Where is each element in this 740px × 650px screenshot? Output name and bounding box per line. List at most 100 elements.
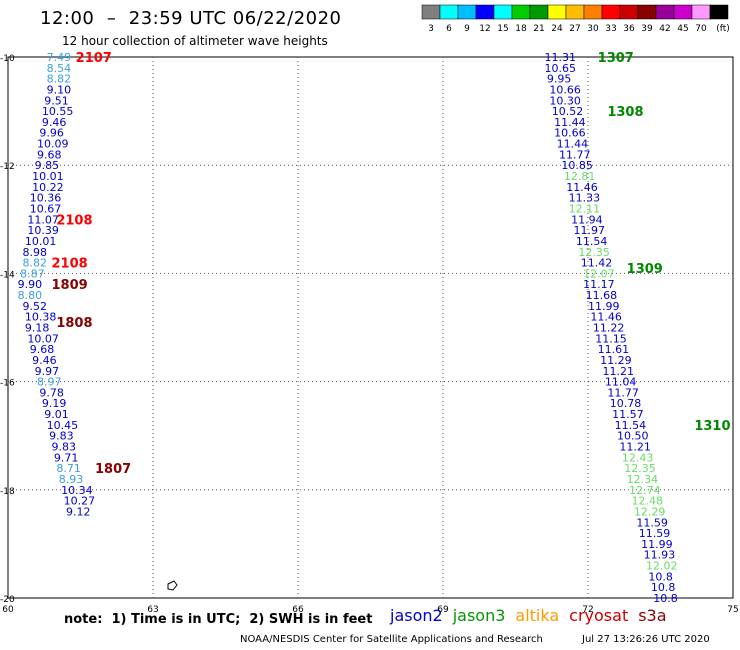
swh-value-east: 11.61 bbox=[598, 343, 630, 356]
x-tick-label: 66 bbox=[292, 605, 304, 615]
island-outline bbox=[167, 580, 178, 591]
swh-value-east: 10.30 bbox=[549, 94, 581, 107]
swh-value-west: 8.82 bbox=[47, 73, 72, 86]
colorbar-label: 42 bbox=[659, 24, 670, 34]
colorbar-label: 33 bbox=[605, 24, 616, 34]
swh-value-east: 11.17 bbox=[583, 278, 615, 291]
swh-value-east: 11.22 bbox=[593, 322, 625, 335]
colorbar-swatch bbox=[565, 4, 585, 20]
swh-value-west: 10.39 bbox=[27, 224, 59, 237]
y-tick-label: -10 bbox=[0, 54, 15, 64]
swh-value-east: 11.99 bbox=[588, 300, 620, 313]
swh-value-west: 9.83 bbox=[49, 430, 73, 443]
swh-value-east: 11.33 bbox=[569, 192, 601, 205]
swh-value-west: 10.09 bbox=[37, 138, 69, 151]
colorbar-swatch bbox=[493, 4, 513, 20]
swh-value-east: 12.35 bbox=[624, 462, 656, 475]
swh-value-west: 8.82 bbox=[23, 257, 48, 270]
swh-value-east: 11.31 bbox=[545, 51, 577, 64]
swh-value-west: 8.80 bbox=[18, 289, 42, 302]
swh-value-east: 12.29 bbox=[634, 505, 666, 518]
swh-value-west: 9.12 bbox=[66, 505, 91, 518]
swh-value-west: 10.34 bbox=[61, 484, 93, 497]
colorbar-swatch bbox=[547, 4, 567, 20]
pass-time-label: 1809 bbox=[52, 278, 88, 293]
swh-value-west: 9.68 bbox=[37, 148, 62, 161]
pass-time-label: 1307 bbox=[598, 51, 634, 66]
colorbar-label: 36 bbox=[623, 24, 635, 34]
swh-value-west: 9.78 bbox=[39, 386, 64, 399]
swh-value-east: 12.02 bbox=[646, 560, 678, 573]
swh-value-east: 9.95 bbox=[547, 73, 572, 86]
swh-value-east: 10.66 bbox=[549, 83, 581, 96]
y-tick-label: -12 bbox=[0, 162, 15, 172]
colorbar-label: 18 bbox=[515, 24, 527, 34]
swh-value-east: 11.54 bbox=[615, 419, 647, 432]
timestamp-text: Jul 27 13:26:26 UTC 2020 bbox=[582, 634, 710, 645]
swh-value-west: 8.54 bbox=[47, 62, 72, 75]
swh-value-east: 11.46 bbox=[590, 311, 622, 324]
satellite-legend-jason3: jason3 bbox=[452, 606, 506, 625]
colorbar-swatch bbox=[529, 4, 549, 20]
y-tick-label: -14 bbox=[0, 270, 15, 280]
plot-frame bbox=[7, 56, 734, 599]
swh-value-west: 9.10 bbox=[47, 83, 72, 96]
swh-value-east: 12.43 bbox=[622, 451, 654, 464]
swh-value-west: 10.27 bbox=[64, 495, 95, 508]
colorbar-swatch bbox=[439, 4, 459, 20]
colorbar-label: (ft) bbox=[716, 24, 730, 34]
swh-value-west: 10.45 bbox=[47, 419, 79, 432]
swh-value-west: 9.97 bbox=[35, 365, 60, 378]
y-tick-label: -18 bbox=[0, 487, 15, 497]
x-tick-label: 60 bbox=[2, 605, 14, 615]
swh-value-east: 11.44 bbox=[554, 116, 586, 129]
x-tick-label: 63 bbox=[147, 605, 158, 615]
swh-value-east: 11.44 bbox=[557, 138, 589, 151]
colorbar-swatch bbox=[691, 4, 711, 20]
swh-value-east: 10.8 bbox=[648, 570, 673, 583]
colorbar-label: 39 bbox=[641, 24, 653, 34]
y-tick-label: -20 bbox=[0, 595, 15, 605]
swh-value-west: 9.68 bbox=[30, 343, 55, 356]
swh-value-east: 10.50 bbox=[617, 430, 649, 443]
swh-value-west: 9.46 bbox=[42, 116, 66, 129]
x-tick-label: 75 bbox=[727, 605, 738, 615]
colorbar-label: 27 bbox=[569, 24, 580, 34]
swh-value-west: 9.19 bbox=[42, 397, 66, 410]
swh-value-west: 8.93 bbox=[59, 473, 84, 486]
colorbar-swatch bbox=[601, 4, 621, 20]
swh-value-west: 8.87 bbox=[20, 267, 45, 280]
pass-time-label: 2108 bbox=[56, 213, 92, 228]
colorbar-swatch bbox=[655, 4, 675, 20]
swh-value-east: 11.54 bbox=[576, 235, 608, 248]
colorbar-label: 45 bbox=[677, 24, 688, 34]
colorbar-label: 30 bbox=[587, 24, 599, 34]
chart-subtitle: 12 hour collection of altimeter wave hei… bbox=[62, 34, 328, 48]
colorbar-label: 70 bbox=[695, 24, 707, 34]
swh-value-west: 10.01 bbox=[32, 170, 64, 183]
swh-value-east: 12.35 bbox=[578, 246, 610, 259]
swh-value-east: 11.21 bbox=[603, 365, 635, 378]
swh-value-west: 8.71 bbox=[56, 462, 80, 475]
swh-value-east: 10.52 bbox=[552, 105, 584, 118]
pass-time-label: 2108 bbox=[52, 257, 88, 272]
colorbar-swatch bbox=[511, 4, 531, 20]
swh-value-east: 12.11 bbox=[569, 202, 601, 215]
swh-value-east: 11.59 bbox=[639, 527, 671, 540]
colorbar-label: 24 bbox=[551, 24, 563, 34]
swh-value-east: 11.57 bbox=[612, 408, 644, 421]
swh-value-east: 12.74 bbox=[629, 484, 661, 497]
swh-value-west: 9.90 bbox=[18, 278, 42, 291]
swh-value-east: 10.78 bbox=[610, 397, 642, 410]
swh-value-east: 10.8 bbox=[651, 581, 676, 594]
colorbar-label: 15 bbox=[497, 24, 508, 34]
satellite-legend-s3a: s3a bbox=[638, 606, 667, 625]
swh-value-west: 9.52 bbox=[23, 300, 48, 313]
swh-value-west: 9.46 bbox=[32, 354, 57, 367]
satellite-legend-altika: altika bbox=[515, 606, 560, 625]
swh-value-east: 12.07 bbox=[583, 267, 615, 280]
pass-time-label: 2107 bbox=[76, 51, 112, 66]
swh-value-west: 11.07 bbox=[27, 213, 59, 226]
colorbar-swatch bbox=[619, 4, 639, 20]
swh-value-east: 11.68 bbox=[586, 289, 618, 302]
